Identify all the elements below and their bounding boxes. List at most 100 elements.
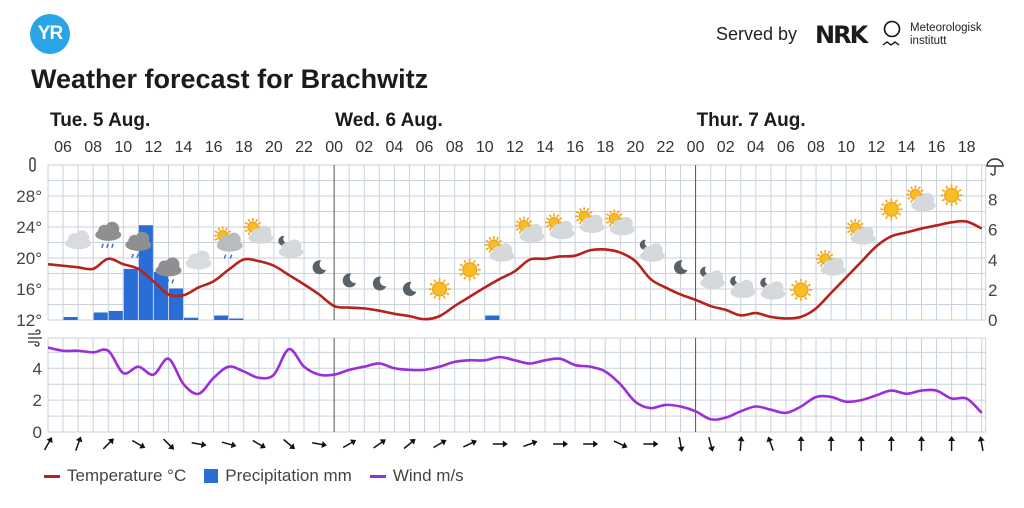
sun-ray — [255, 218, 259, 223]
wind-direction-arrow-icon — [102, 438, 114, 450]
met-line1: Meteorologisk — [910, 22, 982, 34]
cloud-part — [195, 250, 210, 265]
cloud-part — [649, 243, 663, 257]
legend-temperature: Temperature °C — [44, 466, 186, 486]
moon-icon — [372, 276, 387, 291]
arrow-head — [857, 436, 865, 441]
sun-ray — [515, 220, 520, 224]
cloud-part — [739, 279, 754, 293]
hour-label: 10 — [114, 139, 132, 156]
sun-ray — [472, 276, 476, 280]
sun-ray — [548, 214, 552, 218]
temperature-line — [47, 219, 983, 321]
arrow-head — [470, 439, 477, 446]
wind-axis-label: 0 — [33, 423, 42, 442]
sun-ray — [214, 230, 218, 234]
sun-ray — [586, 208, 590, 212]
sun-ray — [472, 259, 476, 264]
wind-direction-arrow-icon — [977, 436, 985, 452]
rain-drop — [131, 253, 135, 259]
arrow-head — [563, 440, 569, 448]
sun-ray — [860, 222, 864, 226]
sun-ray — [446, 282, 450, 286]
wind-direction-arrow-icon — [948, 436, 956, 451]
sun-ray — [429, 292, 434, 296]
sun-ray — [619, 213, 623, 217]
sun-ray — [606, 220, 610, 224]
moon-cloud-icon — [730, 276, 756, 299]
hour-label: 06 — [54, 139, 72, 156]
sun-ray — [616, 210, 620, 214]
cloud-part — [920, 192, 934, 207]
cloud-part — [559, 220, 573, 235]
cloud-part — [257, 225, 272, 239]
day-label: Tue. 5 Aug. — [50, 110, 150, 131]
precipitation-bar — [108, 310, 123, 320]
sun-ray — [433, 295, 437, 300]
arrow-shaft — [708, 437, 713, 450]
wind-direction-arrow-icon — [342, 439, 357, 449]
sun-ray — [807, 293, 811, 297]
sun-ray — [257, 221, 262, 225]
precipitation-bar — [123, 268, 138, 320]
cloud-part — [165, 257, 180, 272]
rain-drop — [136, 253, 140, 259]
sun-ray — [498, 239, 502, 243]
cloud-part — [288, 239, 302, 253]
sun-ray — [476, 263, 480, 267]
temperature-axis-label: 12° — [16, 311, 42, 330]
rain-drop — [166, 279, 170, 284]
umbrella-handle — [990, 166, 996, 176]
wind-direction-arrow-icon — [433, 439, 447, 449]
met-line2: institutt — [910, 35, 947, 47]
sun-ray — [485, 239, 490, 243]
hour-label: 16 — [928, 139, 946, 156]
page-title: Weather forecast for Brachwitz — [31, 64, 429, 94]
precipitation-bar — [153, 271, 168, 320]
hour-label: 00 — [687, 139, 705, 156]
wind-direction-arrow-icon — [283, 438, 296, 450]
precipitation-axis-label: 4 — [988, 251, 997, 270]
precipitation-bar — [214, 315, 229, 320]
sun-ray — [847, 222, 851, 226]
sun-disc — [883, 201, 899, 217]
sun-ray — [819, 263, 823, 268]
umbrella-icon — [986, 158, 1004, 176]
cloud-part — [619, 216, 633, 231]
arrow-head — [259, 442, 266, 449]
wind-axis-label: 2 — [33, 391, 42, 410]
sun-ray — [894, 215, 898, 220]
yr-logo[interactable]: YR — [30, 14, 70, 54]
sun-ray — [225, 227, 228, 231]
sun-rain-cloud-icon — [213, 226, 243, 259]
precipitation-bar — [184, 317, 199, 320]
sun-disc — [944, 187, 960, 203]
sun-ray — [794, 279, 798, 284]
wind-direction-arrow-icon — [403, 438, 416, 450]
rain-drop — [223, 254, 227, 259]
arrow-head — [230, 441, 237, 449]
wind-grid — [47, 337, 987, 433]
sun-ray — [954, 201, 958, 206]
sun-ray — [941, 189, 946, 193]
hour-label: 16 — [566, 139, 584, 156]
precipitation-bar — [63, 316, 78, 320]
sun-ray — [847, 230, 851, 234]
sun-ray — [807, 283, 811, 287]
wind-line — [47, 346, 983, 421]
served-by-label: Served by — [716, 24, 798, 44]
sun-ray — [515, 227, 520, 231]
sun-ray — [459, 273, 464, 276]
rain-drop — [111, 243, 114, 249]
cloud-part — [529, 223, 543, 238]
sun-icon — [940, 184, 963, 207]
chart-legend: Temperature °C Precipitation mm Wind m/s — [44, 466, 464, 486]
sun-ray — [945, 185, 949, 189]
wind-direction-arrow-icon — [463, 439, 477, 448]
sun-ray — [816, 261, 821, 265]
cloud-icon — [185, 250, 212, 270]
sun-icon — [790, 278, 812, 301]
sun-ray — [850, 232, 853, 237]
sun-ray — [804, 279, 808, 284]
nrk-logo[interactable]: NRK — [815, 21, 868, 49]
